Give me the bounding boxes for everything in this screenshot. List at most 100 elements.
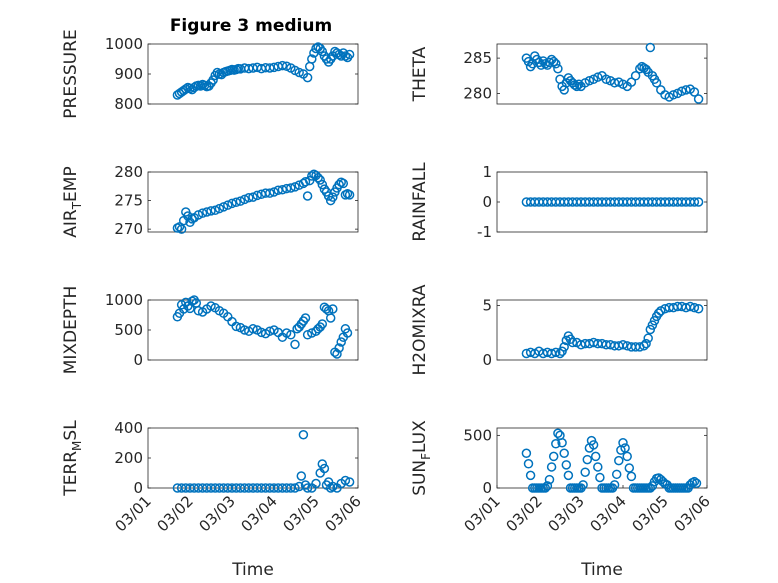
subplot-pressure: 800 900 1000 PRESSURE — [61, 29, 359, 119]
data-point — [546, 462, 557, 472]
data-point — [344, 49, 355, 60]
data-point — [235, 196, 246, 206]
axes-frame — [496, 299, 708, 361]
data-point — [328, 481, 338, 492]
data-point — [290, 339, 300, 350]
data-point — [521, 448, 532, 459]
y-tick-label: 500 — [114, 321, 143, 339]
y-axis-label-subscript: F — [419, 453, 433, 460]
data-point — [544, 57, 555, 68]
data-point — [206, 206, 216, 216]
data-point — [227, 198, 237, 209]
data-point — [193, 306, 204, 316]
data-point — [340, 475, 351, 486]
y-axis-label-subscript: T — [70, 201, 84, 210]
data-point — [668, 90, 679, 100]
data-point — [265, 188, 275, 198]
y-axis-label-main: THETA — [410, 46, 430, 102]
data-point — [302, 191, 313, 201]
data-point — [590, 451, 601, 462]
data-point — [645, 324, 656, 335]
y-tick-label: 0 — [133, 479, 143, 497]
y-axis-label-subscript: M — [70, 441, 84, 451]
data-point — [344, 477, 355, 487]
y-axis-label: THETA — [410, 46, 430, 102]
data-point — [593, 462, 603, 472]
data-point — [334, 343, 344, 353]
data-point — [244, 192, 254, 203]
data-point — [214, 203, 225, 214]
data-point — [325, 483, 336, 493]
data-point — [588, 440, 599, 450]
data-point — [557, 346, 567, 357]
data-point — [328, 304, 338, 314]
data-point — [210, 205, 220, 216]
data-point — [639, 341, 649, 351]
data-point — [286, 330, 296, 340]
data-point — [302, 72, 313, 83]
data-point — [653, 308, 664, 318]
y-axis-label-main: H2OMIXRA — [410, 284, 430, 375]
data-point — [574, 79, 584, 89]
data-point — [298, 430, 309, 440]
data-point — [647, 320, 658, 330]
data-point — [523, 459, 534, 469]
data-point — [548, 56, 559, 67]
x-tick-label: 03/02 — [154, 492, 197, 535]
data-point — [296, 471, 307, 481]
data-point — [691, 478, 702, 489]
subplot-theta: 280 285 THETA — [410, 42, 708, 105]
y-axis-label: H2OMIXRA — [410, 284, 430, 375]
data-point — [534, 57, 544, 68]
y-axis-label: TERRMSL — [61, 420, 84, 497]
data-point — [643, 333, 653, 343]
data-point — [317, 459, 328, 469]
data-point — [277, 60, 288, 71]
y-axis-label-main: MIXDEPTH — [61, 286, 81, 375]
data-point — [307, 171, 317, 181]
data-point — [193, 210, 204, 220]
y-axis-label-main: AIR — [61, 209, 81, 238]
data-point — [651, 78, 662, 88]
data-point — [302, 483, 313, 493]
data-point — [248, 324, 258, 334]
y-tick-label: 270 — [114, 220, 143, 238]
x-tick-label: 03/05 — [280, 492, 323, 535]
data-point — [563, 470, 574, 481]
x-tick-label: 03/01 — [112, 492, 155, 535]
x-axis-label: Time — [231, 560, 274, 580]
data-point — [555, 348, 565, 359]
data-point — [208, 75, 218, 85]
data-point — [223, 200, 233, 210]
data-point — [681, 85, 691, 95]
data-point — [328, 192, 338, 202]
data-point — [311, 478, 321, 489]
data-point — [569, 80, 580, 90]
data-point — [239, 194, 250, 205]
x-tick-label: 03/02 — [503, 492, 546, 535]
y-tick-label: 500 — [463, 426, 492, 444]
figure-title: Figure 3 medium — [170, 16, 332, 36]
data-point — [197, 208, 208, 218]
data-point — [559, 342, 569, 352]
data-point — [317, 179, 328, 190]
data-point — [557, 437, 567, 448]
data-point — [580, 467, 590, 477]
y-tick-label: 200 — [114, 449, 143, 467]
x-tick-label: 03/04 — [587, 492, 630, 535]
y-axis-label: PRESSURE — [61, 29, 81, 118]
y-tick-label: 0 — [482, 193, 492, 211]
data-point — [626, 77, 637, 87]
data-point — [252, 190, 262, 201]
data-point — [336, 337, 346, 347]
data-point — [685, 301, 695, 312]
y-axis-label: RAINFALL — [410, 162, 430, 242]
y-tick-label: 285 — [463, 49, 492, 67]
data-point — [334, 179, 344, 190]
y-tick-label: 0 — [133, 351, 143, 369]
data-point — [321, 304, 332, 314]
data-point — [342, 328, 353, 338]
data-point — [319, 463, 330, 474]
